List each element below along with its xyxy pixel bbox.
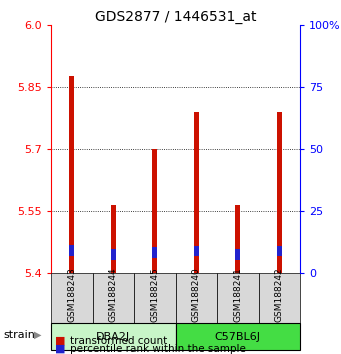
Bar [152, 247, 157, 258]
FancyBboxPatch shape [51, 273, 93, 323]
Bar [152, 149, 157, 273]
Bar [70, 245, 74, 256]
Bar [277, 112, 282, 273]
Text: ■: ■ [55, 344, 65, 354]
Bar [235, 205, 240, 273]
FancyBboxPatch shape [51, 323, 176, 350]
Text: C57BL6J: C57BL6J [215, 332, 261, 342]
FancyBboxPatch shape [176, 323, 300, 350]
Text: GSM188240: GSM188240 [192, 267, 201, 322]
Bar [235, 249, 240, 260]
Bar [194, 246, 199, 256]
FancyBboxPatch shape [258, 273, 300, 323]
Text: GSM188241: GSM188241 [233, 267, 242, 322]
Text: strain: strain [3, 330, 35, 339]
Bar [277, 246, 282, 256]
FancyBboxPatch shape [217, 273, 258, 323]
Bar [194, 112, 199, 273]
Title: GDS2877 / 1446531_at: GDS2877 / 1446531_at [95, 10, 256, 24]
FancyBboxPatch shape [134, 273, 176, 323]
Text: percentile rank within the sample: percentile rank within the sample [70, 344, 246, 354]
Text: ■: ■ [55, 336, 65, 346]
FancyBboxPatch shape [93, 273, 134, 323]
Bar [111, 249, 116, 260]
Text: GSM188242: GSM188242 [275, 267, 284, 322]
FancyBboxPatch shape [176, 273, 217, 323]
Text: ▶: ▶ [34, 330, 42, 339]
Text: GSM188245: GSM188245 [150, 267, 159, 322]
Text: GSM188243: GSM188243 [68, 267, 76, 322]
Bar [111, 205, 116, 273]
Text: DBA2J: DBA2J [96, 332, 131, 342]
Text: GSM188244: GSM188244 [109, 267, 118, 322]
Text: transformed count: transformed count [70, 336, 167, 346]
Bar [70, 76, 74, 273]
